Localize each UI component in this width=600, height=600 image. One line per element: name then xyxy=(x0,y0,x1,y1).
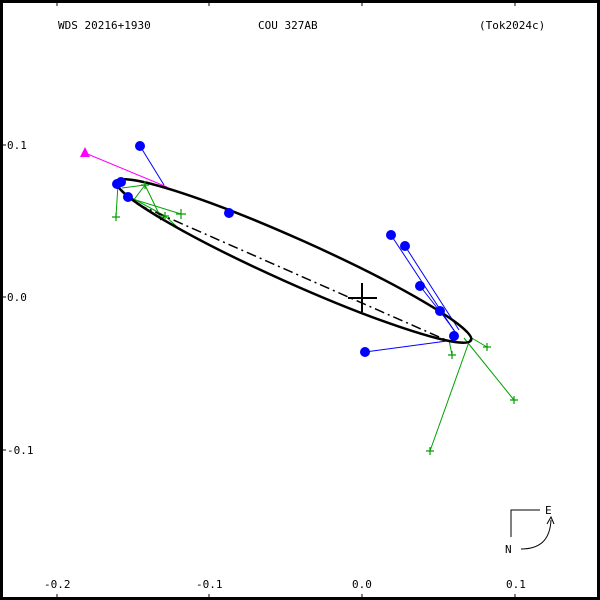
top-ticks xyxy=(56,0,516,6)
line-of-nodes xyxy=(136,203,447,341)
arrow-head-icon xyxy=(546,515,555,525)
wds-id-label: WDS 20216+1930 xyxy=(58,19,151,32)
green-residual-lines xyxy=(115,183,515,452)
plus-marker xyxy=(141,181,149,189)
bottom-ticks xyxy=(56,594,516,600)
observation-point xyxy=(400,241,410,251)
plus-marker xyxy=(112,213,120,221)
observation-point xyxy=(116,177,126,187)
pair-name-label: COU 327AB xyxy=(258,19,318,32)
rotation-arrow-icon xyxy=(520,519,552,550)
observation-point xyxy=(449,331,459,341)
plus-marker xyxy=(161,212,169,220)
y-tick-label: -0.1 xyxy=(7,444,34,457)
blue-residual-lines xyxy=(139,145,460,353)
compass-north-label: N xyxy=(505,543,512,556)
observation-point xyxy=(435,306,445,316)
observation-point xyxy=(360,347,370,357)
plus-marker xyxy=(426,447,434,455)
reference-label: (Tok2024c) xyxy=(479,19,545,32)
left-ticks xyxy=(0,144,6,451)
x-tick-label: 0.1 xyxy=(506,578,526,591)
plus-marker xyxy=(448,351,456,359)
plus-marker xyxy=(510,396,518,404)
x-tick-label: -0.1 xyxy=(196,578,223,591)
y-tick-label: 0.0 xyxy=(7,291,27,304)
y-tick-label: 0.1 xyxy=(7,139,27,152)
green-observation-points xyxy=(112,181,518,455)
observation-point xyxy=(224,208,234,218)
orbit-ellipse xyxy=(115,178,473,344)
x-tick-label: -0.2 xyxy=(44,578,71,591)
blue-observation-points xyxy=(112,141,459,357)
first-observation-triangle xyxy=(80,147,90,157)
observation-point xyxy=(135,141,145,151)
observation-point xyxy=(123,192,133,202)
orientation-compass: E N xyxy=(505,504,555,556)
plus-marker xyxy=(483,343,491,351)
primary-star-marker xyxy=(348,283,377,312)
magenta-residual-line xyxy=(84,152,168,188)
observation-point xyxy=(386,230,396,240)
x-tick-label: 0.0 xyxy=(352,578,372,591)
compass-east-label: E xyxy=(545,504,552,517)
observation-point xyxy=(415,281,425,291)
plus-marker xyxy=(176,209,186,219)
